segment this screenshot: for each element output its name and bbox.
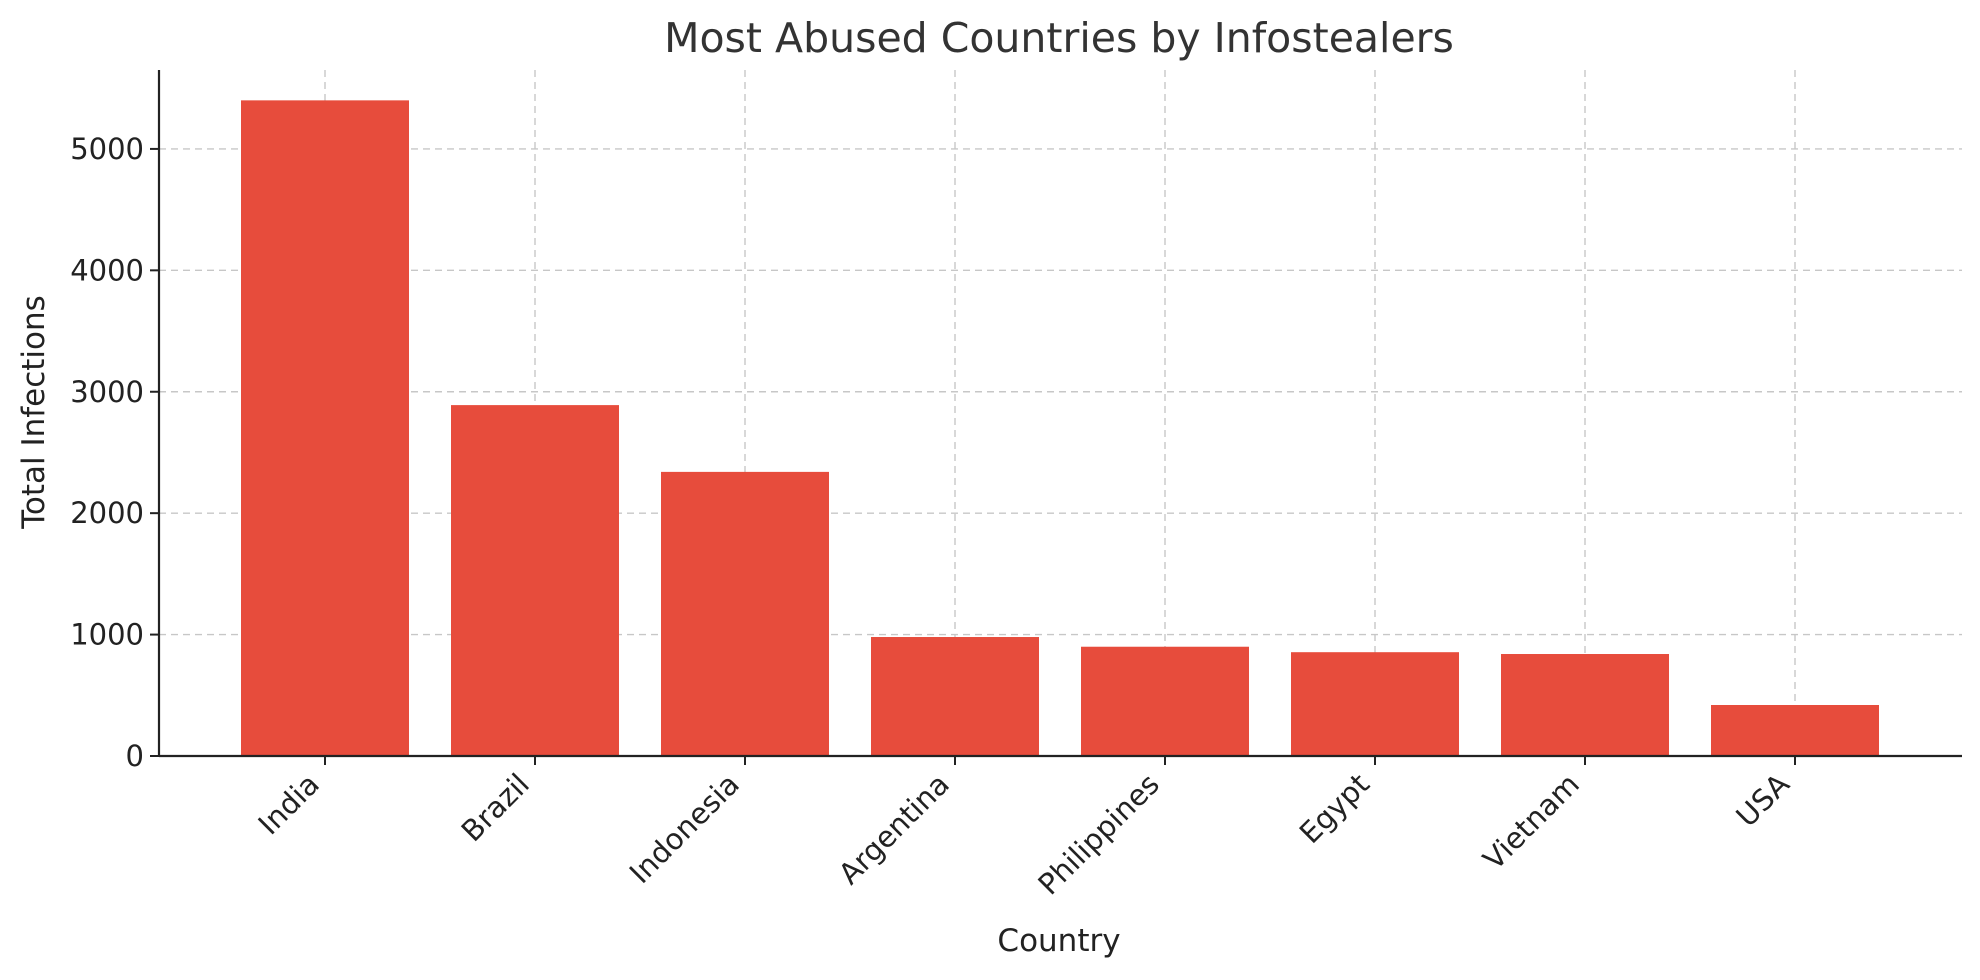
- bar-india: [241, 100, 409, 756]
- y-axis-ticks: 0 1000 2000 3000 4000 5000: [70, 132, 159, 773]
- bar-egypt: [1291, 652, 1459, 756]
- chart-title: Most Abused Countries by Infostealers: [664, 14, 1454, 62]
- x-tick-label: USA: [1729, 767, 1796, 834]
- bar-vietnam: [1501, 654, 1669, 756]
- x-tick-label: Philippines: [1031, 767, 1166, 902]
- x-tick-label: India: [252, 767, 326, 841]
- y-tick-label: 3000: [70, 375, 144, 409]
- x-tick-label: Brazil: [455, 767, 536, 848]
- x-axis-label: Country: [997, 923, 1120, 959]
- bar-usa: [1711, 705, 1879, 756]
- y-tick-label: 1000: [70, 618, 144, 652]
- x-tick-label: Indonesia: [623, 767, 746, 890]
- y-tick-label: 2000: [70, 496, 144, 530]
- x-tick-label: Argentina: [832, 767, 956, 891]
- y-tick-label: 4000: [70, 253, 144, 287]
- bar-argentina: [871, 637, 1039, 756]
- y-tick-label: 5000: [70, 132, 144, 166]
- x-tick-label: Vietnam: [1476, 767, 1586, 877]
- bar-brazil: [451, 405, 619, 756]
- grid-lines: [159, 70, 1962, 756]
- y-tick-label: 0: [126, 739, 144, 773]
- y-axis-label: Total Infections: [16, 295, 52, 530]
- axes: [157, 70, 1962, 758]
- bars: [241, 100, 1879, 756]
- x-tick-label: Egypt: [1293, 767, 1376, 850]
- x-axis-ticks: India Brazil Indonesia Argentina Philippines…: [252, 756, 1796, 901]
- bar-philippines: [1081, 646, 1249, 756]
- bar-indonesia: [661, 471, 829, 756]
